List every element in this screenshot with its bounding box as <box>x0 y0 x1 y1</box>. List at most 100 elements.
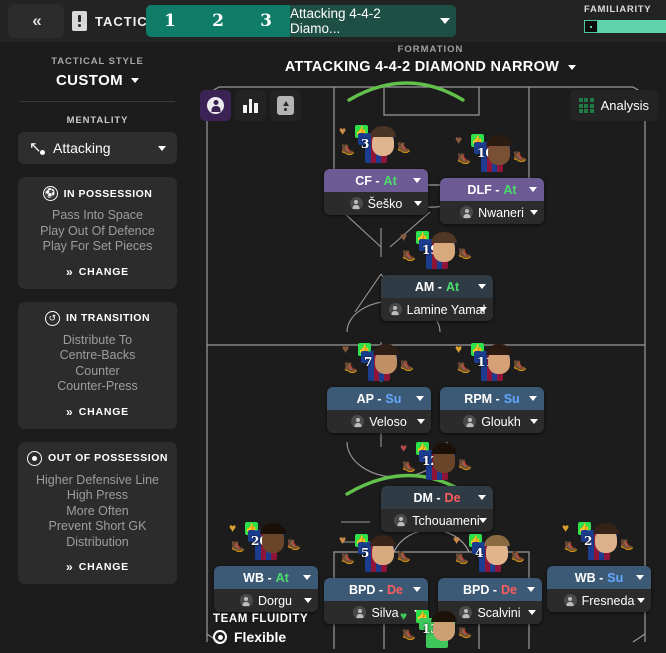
player-role-selector[interactable]: DM - De <box>381 486 493 509</box>
formation-header: FORMATION ATTACKING 4-4-2 DIAMOND NARROW <box>195 44 666 76</box>
morale-heart-icon: ♥ <box>455 133 463 147</box>
chevron-down-icon <box>417 419 425 424</box>
ball-icon: ⚽ <box>42 186 58 201</box>
player-name-selector[interactable]: Lamine Yamal <box>381 298 493 321</box>
morale-heart-icon: ♥ <box>455 342 463 356</box>
bar-chart-icon <box>243 98 258 113</box>
tactics-sidebar: TACTICAL STYLE CUSTOM MENTALITY ↖ Attack… <box>0 42 195 653</box>
player-face <box>431 232 457 262</box>
player-role-selector[interactable]: AM - At <box>381 275 493 298</box>
player-name-selector[interactable]: Veloso <box>327 410 431 433</box>
mentality-selector[interactable]: ↖ Attacking <box>18 132 177 164</box>
player-face <box>431 443 457 473</box>
player-role-selector[interactable]: AP - Su <box>327 387 431 410</box>
chevron-down-icon <box>414 201 422 206</box>
player-duty-label: De <box>444 490 461 505</box>
panel-instruction-list: Pass Into Space Play Out Of Defence Play… <box>26 208 169 255</box>
panel-header: OUT OF POSSESSION <box>26 450 169 466</box>
player-role-selector[interactable]: RPM - Su <box>440 387 544 410</box>
change-out-of-possession-button[interactable]: » CHANGE <box>26 560 169 574</box>
tactical-style-selector[interactable]: CUSTOM <box>18 72 177 89</box>
player-role-selector[interactable]: WB - At <box>214 566 318 589</box>
tab-slot-1[interactable]: 1 <box>164 11 176 31</box>
transition-icon: ↺ <box>44 310 60 326</box>
chevron-down-icon <box>304 598 312 603</box>
change-in-possession-button[interactable]: » CHANGE <box>26 265 169 279</box>
instruction-item: Distribution <box>66 534 129 549</box>
player-token: ♥👍🥾🥾13SK -SuMamardashvili <box>381 608 493 653</box>
player-name-selector[interactable]: Tchouameni <box>381 509 493 532</box>
change-in-transition-button[interactable]: » CHANGE <box>26 405 169 419</box>
chevron-down-icon <box>478 495 486 500</box>
player-name-label: Nwaneri <box>478 205 524 220</box>
player-face <box>431 611 457 641</box>
player-name-selector[interactable]: Šeško <box>324 192 428 215</box>
player-name-label: Tchouameni <box>412 513 480 528</box>
avatar-icon <box>353 606 367 619</box>
player-view-button[interactable] <box>200 90 231 121</box>
team-fluidity-value-row[interactable]: Flexible <box>213 629 308 645</box>
boot-icon: 🥾 <box>455 553 469 565</box>
player-duty-label: De <box>387 582 403 597</box>
player-duty-label: At <box>383 173 397 188</box>
morale-heart-icon: ♥ <box>453 533 461 547</box>
chevron-down-icon <box>528 610 536 615</box>
player-role-selector[interactable]: BPD - De <box>438 578 542 601</box>
chevron-down-icon <box>478 284 486 289</box>
boot-icon: 🥾 <box>397 551 411 563</box>
player-role-label: BPD - <box>348 582 384 597</box>
player-duty-label: At <box>503 182 517 197</box>
player-face <box>486 344 512 374</box>
boot-icon: 🥾 <box>397 142 411 154</box>
player-role-selector[interactable]: DLF - At <box>440 178 544 201</box>
player-token: ♥ 👍 🥾 🥾 5 BPD - De Silva <box>324 532 428 624</box>
attacking-arrow-icon: ↖ <box>29 140 45 156</box>
tab-slot-2[interactable]: 2 <box>212 11 224 31</box>
player-name-selector[interactable]: Scalvini <box>438 601 542 624</box>
change-label: CHANGE <box>78 265 129 278</box>
morale-heart-icon: ♥ <box>400 609 408 623</box>
morale-heart-icon: ♥ <box>339 533 347 547</box>
tab-slot-3[interactable]: 3 <box>260 11 272 31</box>
player-role-selector[interactable]: WB - Su <box>547 566 651 589</box>
formation-title-selector[interactable]: ATTACKING 4-4-2 DIAMOND NARROW <box>285 59 577 75</box>
player-role-label: RPM - <box>464 391 500 406</box>
boot-icon: 🥾 <box>458 627 472 639</box>
panel-in-transition: ↺ IN TRANSITION Distribute To Centre-Bac… <box>18 301 177 429</box>
avatar-icon <box>388 303 402 316</box>
shirt-number: 4 <box>475 546 484 560</box>
movement-view-button[interactable] <box>270 90 301 121</box>
player-role-selector[interactable]: BPD - De <box>324 578 428 601</box>
player-role-label: AP - <box>356 391 382 406</box>
double-chevron-right-icon: » <box>66 404 73 419</box>
instruction-item: High Press <box>66 488 129 502</box>
player-name-label: Veloso <box>369 414 407 429</box>
player-avatar: ♥ 👍 🥾 🥾 11 <box>455 341 529 387</box>
boot-icon: 🥾 <box>513 151 527 163</box>
player-token: ♥ 👍 🥾 🥾 12 DM - De Tchouameni <box>381 440 493 532</box>
player-role-selector[interactable]: CF - At <box>324 169 428 192</box>
player-role-label: DLF - <box>467 182 500 197</box>
player-token: ♥ 👍 🥾 🥾 3 CF - At Šeško <box>324 123 428 215</box>
analysis-button[interactable]: Analysis <box>569 90 658 121</box>
player-name-selector[interactable]: Gloukh <box>440 410 544 433</box>
player-name-selector[interactable]: Nwaneri <box>440 201 544 224</box>
familiarity-label: FAMILIARITY <box>584 4 652 15</box>
player-name-selector[interactable]: Dorgu <box>214 589 318 612</box>
boot-icon: 🥾 <box>402 629 416 641</box>
player-name-label: Fresneda <box>581 593 635 608</box>
player-face <box>370 535 396 565</box>
player-card: CF - At Šeško <box>324 169 428 215</box>
player-avatar: ♥ 👍 🥾 🥾 3 <box>339 123 413 169</box>
tactical-style-value: CUSTOM <box>55 72 124 89</box>
morale-heart-icon: ♥ <box>400 441 408 455</box>
panel-title: IN TRANSITION <box>65 312 151 324</box>
player-name-selector[interactable]: Fresneda <box>547 589 651 612</box>
tactics-label: TACTICS <box>95 13 158 29</box>
collapse-sidebar-button[interactable]: « <box>8 4 64 38</box>
morale-heart-icon: ♥ <box>229 521 237 535</box>
chevron-down-icon <box>479 518 487 523</box>
formation-selector[interactable]: Attacking 4-4-2 Diamo... <box>290 5 456 37</box>
stats-view-button[interactable] <box>235 90 266 121</box>
chevron-down-icon <box>413 587 421 592</box>
